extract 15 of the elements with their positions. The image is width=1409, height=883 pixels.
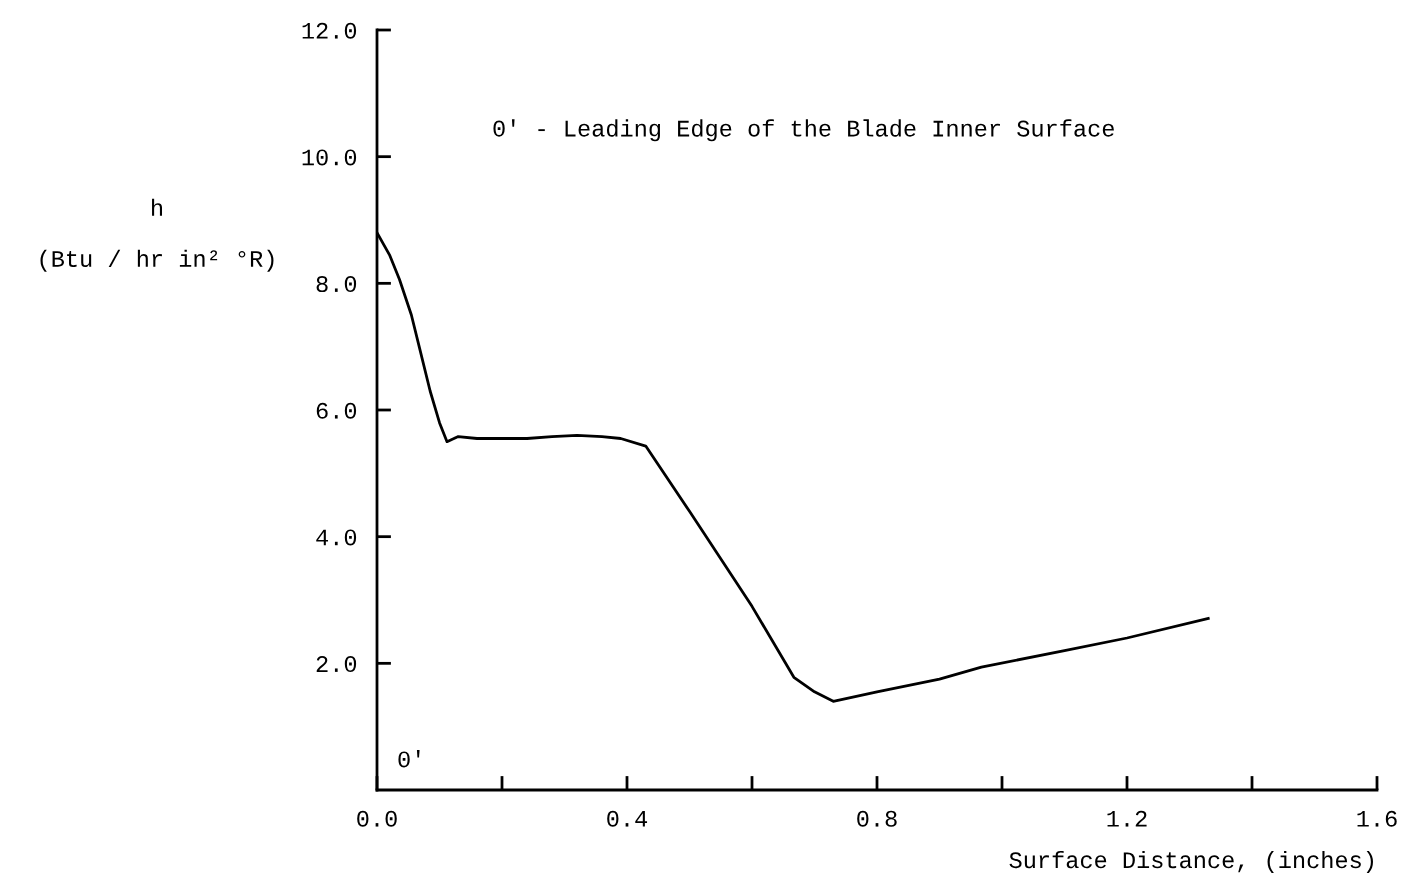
- x-tick-label: 0.4: [607, 810, 648, 827]
- annotation: 0′ - Leading Edge of the Blade Inner Surface: [493, 119, 1114, 142]
- text: h (Btu / hr in² °R): [40, 198, 274, 272]
- x-tick-label: 1.6: [1357, 810, 1397, 827]
- x-tick-label: 0.8: [857, 810, 897, 827]
- y-tick-label: 6.0: [316, 402, 357, 419]
- annotation: 0′: [398, 750, 420, 768]
- x-axis-title: Surface Distance, (inches): [1009, 850, 1373, 873]
- x-tick-label: 1.2: [1107, 810, 1147, 827]
- y-tick-label: 8.0: [316, 276, 357, 293]
- y-tick-label: 4.0: [316, 529, 357, 546]
- y-tick-label: 10.0: [302, 149, 357, 166]
- y-tick-label: 12.0: [302, 22, 357, 39]
- x-tick-label: 0.0: [357, 810, 397, 827]
- y-tick-label: 2.0: [316, 656, 357, 673]
